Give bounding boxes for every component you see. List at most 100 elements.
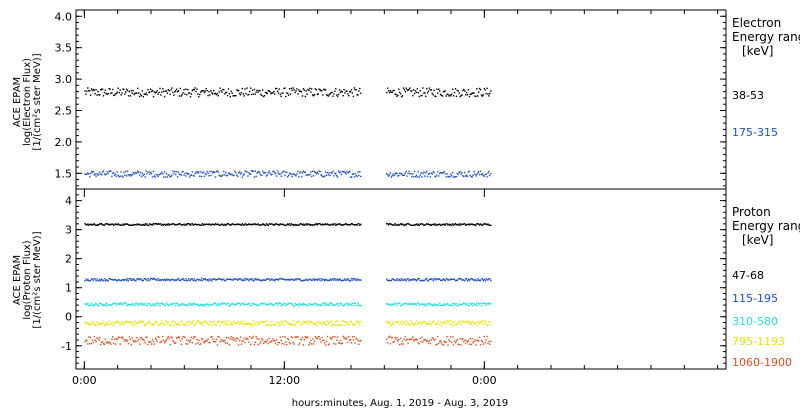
electron-point-2 <box>420 172 422 174</box>
proton-point-2 <box>121 279 123 281</box>
proton-point-1 <box>386 223 389 225</box>
electron-point-1 <box>304 95 306 98</box>
proton-point-3 <box>436 304 438 306</box>
proton-point-1 <box>176 223 179 225</box>
proton-point-4 <box>84 321 86 324</box>
proton-point-1 <box>346 223 348 226</box>
proton-point-2 <box>244 279 246 282</box>
proton-legend-series-1: 47-68 <box>732 269 764 282</box>
proton-point-3 <box>281 303 283 306</box>
proton-point-1 <box>360 223 362 226</box>
proton-point-4 <box>262 321 265 323</box>
proton-point-2 <box>149 279 151 281</box>
proton-point-3 <box>296 303 298 306</box>
electron-point-1 <box>190 93 193 95</box>
proton-point-4 <box>244 323 246 325</box>
proton-point-1 <box>397 223 399 226</box>
proton-point-4 <box>415 320 418 322</box>
proton-point-3 <box>278 302 280 304</box>
electron-point-2 <box>244 170 246 172</box>
proton-point-5 <box>283 343 285 345</box>
proton-point-3 <box>114 302 117 304</box>
proton-point-5 <box>428 340 431 342</box>
proton-point-2 <box>394 279 396 281</box>
proton-point-2 <box>349 280 352 282</box>
proton-point-2 <box>471 278 473 280</box>
proton-point-5 <box>303 338 305 341</box>
proton-point-3 <box>215 304 218 306</box>
proton-point-5 <box>441 343 444 346</box>
proton-point-5 <box>91 339 94 341</box>
electron-point-2 <box>169 176 171 178</box>
proton-point-4 <box>355 320 357 323</box>
proton-point-4 <box>108 323 110 326</box>
proton-point-4 <box>213 320 216 323</box>
proton-point-2 <box>423 279 425 282</box>
electron-point-1 <box>298 89 300 91</box>
proton-point-4 <box>85 321 87 323</box>
proton-point-5 <box>453 340 456 342</box>
proton-point-2 <box>266 278 268 280</box>
electron-point-1 <box>355 89 357 91</box>
proton-point-5 <box>239 336 242 338</box>
proton-point-2 <box>422 279 424 282</box>
electron-point-1 <box>96 94 98 96</box>
proton-point-5 <box>292 341 294 344</box>
proton-point-5 <box>403 338 406 340</box>
electron-point-2 <box>273 170 275 173</box>
proton-point-5 <box>98 339 100 341</box>
proton-point-4 <box>468 321 471 323</box>
proton-point-4 <box>89 323 91 326</box>
proton-point-3 <box>258 304 260 307</box>
electron-point-2 <box>209 171 211 173</box>
proton-point-1 <box>240 224 243 226</box>
electron-point-1 <box>87 87 89 89</box>
electron-point-1 <box>136 92 138 94</box>
electron-point-1 <box>305 90 307 92</box>
electron-point-1 <box>125 91 127 93</box>
proton-point-3 <box>387 303 390 306</box>
proton-point-5 <box>243 337 245 339</box>
electron-point-1 <box>235 95 237 97</box>
proton-point-2 <box>88 279 90 282</box>
proton-point-2 <box>434 277 436 280</box>
electron-point-2 <box>331 172 333 175</box>
proton-point-5 <box>461 338 463 341</box>
proton-point-4 <box>412 323 414 325</box>
proton-point-3 <box>308 303 310 305</box>
proton-point-3 <box>412 304 414 306</box>
electron-point-1 <box>294 91 296 94</box>
electron-point-2 <box>306 174 308 176</box>
proton-point-1 <box>484 223 486 225</box>
electron-point-2 <box>460 173 462 175</box>
proton-point-3 <box>455 303 458 305</box>
proton-point-1 <box>155 223 157 225</box>
proton-point-4 <box>248 322 250 324</box>
electron-point-1 <box>461 94 463 96</box>
proton-point-2 <box>441 279 444 281</box>
proton-point-4 <box>268 321 270 323</box>
electron-point-2 <box>272 170 274 173</box>
proton-point-2 <box>435 279 437 281</box>
proton-point-2 <box>181 279 183 281</box>
proton-point-2 <box>223 278 225 280</box>
proton-point-1 <box>335 224 337 226</box>
proton-point-2 <box>446 278 448 281</box>
electron-point-2 <box>314 171 317 174</box>
proton-point-4 <box>109 320 111 322</box>
proton-point-5 <box>99 337 101 339</box>
proton-point-1 <box>285 224 287 226</box>
proton-point-2 <box>177 277 180 280</box>
electron-point-2 <box>405 170 407 173</box>
proton-point-3 <box>477 304 479 307</box>
proton-point-1 <box>194 223 196 225</box>
electron-point-1 <box>246 87 248 89</box>
proton-point-1 <box>412 224 414 226</box>
proton-point-1 <box>263 224 266 226</box>
proton-point-3 <box>188 303 190 306</box>
proton-point-2 <box>309 278 311 281</box>
proton-point-4 <box>350 321 353 323</box>
proton-point-4 <box>317 320 319 322</box>
electron-point-1 <box>295 90 297 92</box>
proton-point-2 <box>450 278 452 280</box>
